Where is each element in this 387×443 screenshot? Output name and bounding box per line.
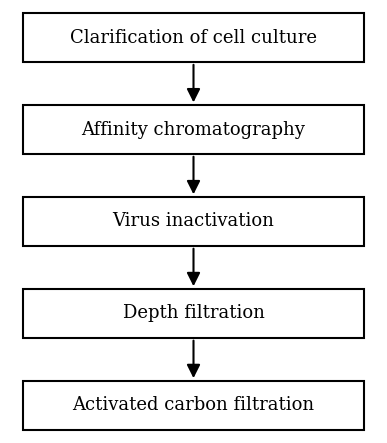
Bar bbox=[23, 289, 364, 338]
Text: Virus inactivation: Virus inactivation bbox=[113, 213, 274, 230]
Text: Depth filtration: Depth filtration bbox=[123, 304, 264, 323]
Text: Activated carbon filtration: Activated carbon filtration bbox=[72, 396, 315, 414]
Bar bbox=[23, 197, 364, 246]
Text: Clarification of cell culture: Clarification of cell culture bbox=[70, 29, 317, 47]
Bar bbox=[23, 13, 364, 62]
Text: Affinity chromatography: Affinity chromatography bbox=[82, 120, 305, 139]
Bar bbox=[23, 105, 364, 154]
Bar bbox=[23, 381, 364, 430]
